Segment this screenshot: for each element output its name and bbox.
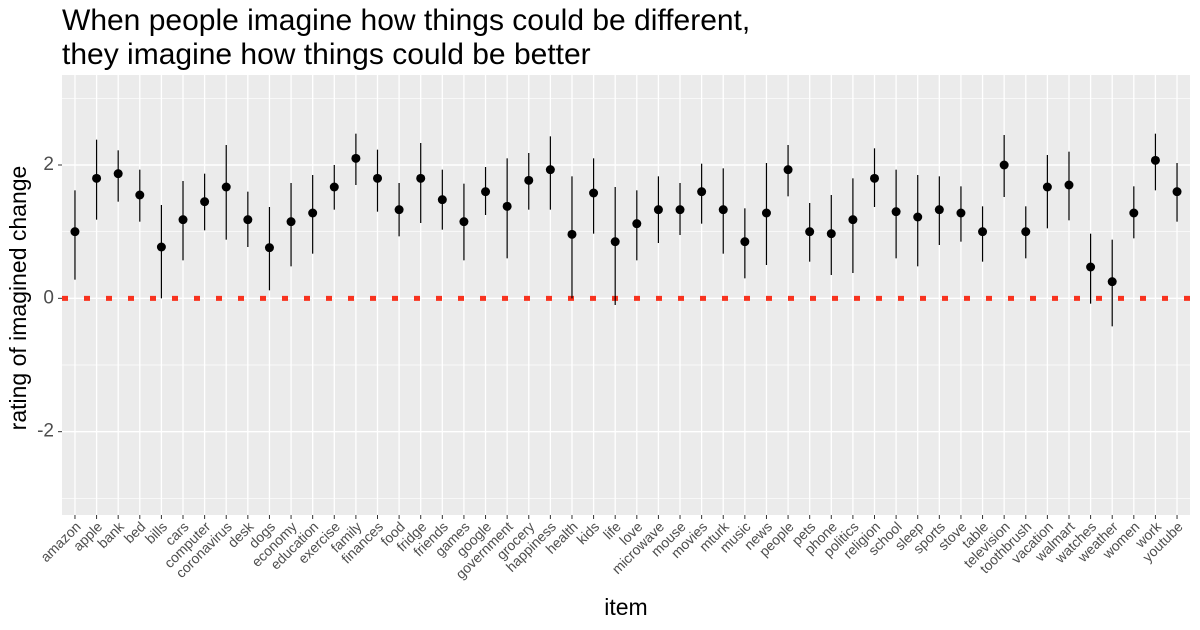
point <box>675 205 685 215</box>
chart-title: they imagine how things could be better <box>62 38 591 71</box>
point <box>891 207 901 217</box>
point <box>70 227 80 237</box>
point <box>178 215 188 225</box>
point <box>221 182 231 192</box>
point <box>308 208 318 218</box>
point <box>567 229 577 239</box>
point <box>1129 208 1139 218</box>
x-tick-label: kids <box>573 518 602 547</box>
point <box>999 160 1009 170</box>
point <box>243 215 253 225</box>
point <box>632 219 642 229</box>
point <box>697 187 707 197</box>
point <box>372 173 382 183</box>
point <box>610 237 620 247</box>
point <box>459 217 469 227</box>
point <box>1086 262 1096 272</box>
point <box>589 188 599 198</box>
point <box>761 208 771 218</box>
point <box>1150 155 1160 165</box>
point <box>1021 227 1031 237</box>
point <box>156 242 166 252</box>
point <box>135 190 145 200</box>
point <box>286 217 296 227</box>
chart-title: When people imagine how things could be … <box>62 4 750 37</box>
point <box>870 173 880 183</box>
point <box>718 205 728 215</box>
point <box>481 187 491 197</box>
y-axis-title: rating of imagined change <box>5 166 31 431</box>
point <box>437 195 447 205</box>
point <box>848 215 858 225</box>
point <box>805 227 815 237</box>
point <box>913 212 923 222</box>
point <box>351 153 361 163</box>
point <box>92 173 102 183</box>
point <box>1107 277 1117 287</box>
point <box>416 173 426 183</box>
point <box>783 165 793 175</box>
point <box>956 208 966 218</box>
point <box>545 165 555 175</box>
point <box>394 205 404 215</box>
y-tick-label: 0 <box>43 287 54 308</box>
panel <box>62 75 1190 515</box>
point <box>113 169 123 179</box>
point <box>934 205 944 215</box>
point <box>264 243 274 253</box>
point <box>653 205 663 215</box>
point <box>329 182 339 192</box>
point <box>978 227 988 237</box>
point <box>200 197 210 207</box>
point <box>524 175 534 185</box>
point <box>826 229 836 239</box>
x-axis-title: item <box>604 594 647 620</box>
point <box>1064 180 1074 190</box>
point <box>1042 182 1052 192</box>
point <box>502 201 512 211</box>
point <box>1172 187 1182 197</box>
y-tick-label: 2 <box>43 154 54 175</box>
y-tick-label: -2 <box>37 421 54 442</box>
point <box>740 237 750 247</box>
